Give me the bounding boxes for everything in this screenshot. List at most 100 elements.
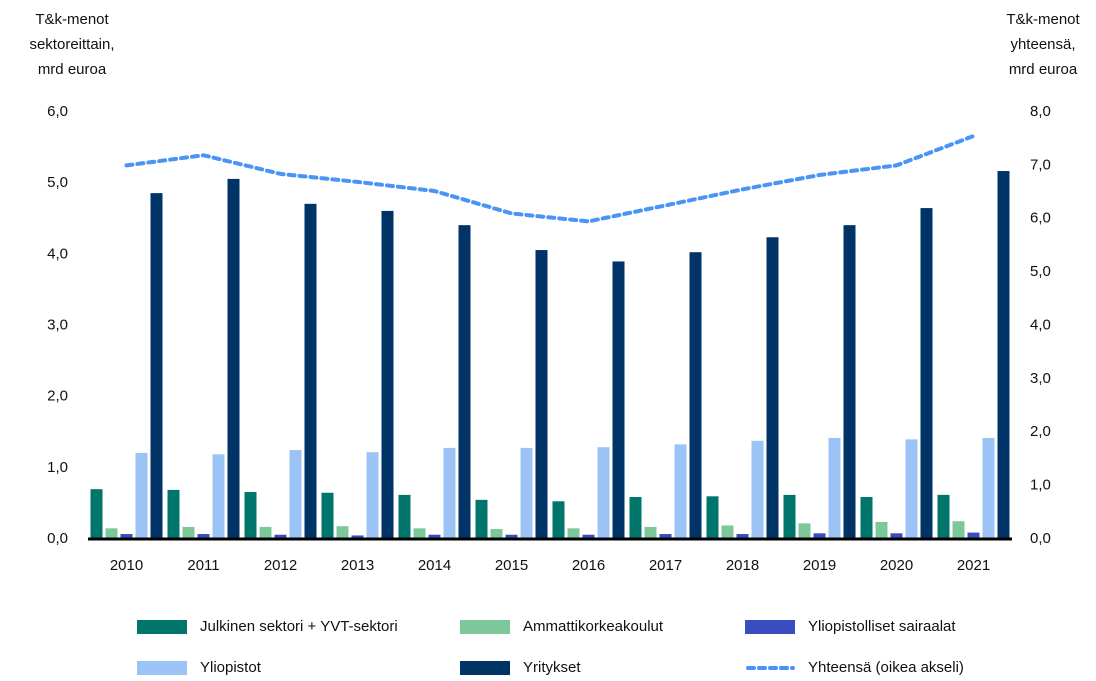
bar (259, 526, 272, 539)
bar (428, 534, 441, 539)
bar (120, 534, 133, 539)
bar (674, 444, 687, 539)
bar (321, 492, 334, 539)
bar (706, 496, 719, 539)
legend-label: Yliopistolliset sairaalat (808, 618, 956, 635)
y-tick-label: 1,0 (47, 459, 68, 476)
y2-tick-label: 7,0 (1030, 156, 1051, 173)
x-tick-label: 2020 (880, 557, 913, 574)
bar (905, 439, 918, 539)
bar (890, 533, 903, 539)
legend-swatch (460, 661, 510, 675)
bar (398, 494, 411, 539)
y2-tick-label: 0,0 (1030, 530, 1051, 547)
legend-label: Julkinen sektori + YVT-sektori (200, 618, 398, 635)
total-line (124, 134, 976, 224)
y2-tick-label: 2,0 (1030, 423, 1051, 440)
bar (366, 452, 379, 539)
bar (783, 494, 796, 539)
x-tick-label: 2011 (187, 557, 219, 574)
bar (860, 497, 873, 539)
bar (813, 533, 826, 539)
bar (736, 534, 749, 539)
bar (766, 237, 779, 539)
bar (689, 252, 702, 539)
bar (304, 203, 317, 539)
bar (520, 447, 533, 539)
bar (443, 447, 456, 539)
bar (167, 489, 180, 539)
legend-label: Yliopistot (200, 659, 262, 676)
bar (828, 437, 841, 539)
bar (274, 534, 287, 539)
legend-label: Yritykset (523, 659, 581, 676)
x-tick-label: 2017 (649, 557, 682, 574)
bar (659, 534, 672, 539)
x-tick-label: 2015 (495, 557, 528, 574)
bar (721, 525, 734, 539)
bar (150, 193, 163, 539)
bar (997, 171, 1010, 539)
y-tick-label: 4,0 (47, 245, 68, 262)
bar (552, 501, 565, 539)
y-axis-title: sektoreittain, (29, 36, 114, 53)
bar (413, 528, 426, 539)
y2-tick-label: 4,0 (1030, 316, 1051, 333)
x-tick-label: 2014 (418, 557, 451, 574)
bar (244, 492, 257, 539)
y2-tick-label: 3,0 (1030, 370, 1051, 387)
bar (612, 261, 625, 539)
bar (351, 535, 364, 539)
bar (227, 178, 240, 539)
bar (629, 497, 642, 539)
bar (535, 250, 548, 539)
y2-axis-title: mrd euroa (1009, 61, 1078, 78)
y2-tick-label: 8,0 (1030, 103, 1051, 120)
bar (381, 210, 394, 539)
bar (644, 526, 657, 539)
bar (458, 225, 471, 539)
bar (967, 532, 980, 539)
bar (982, 437, 995, 539)
bar (597, 447, 610, 539)
bar (90, 489, 103, 539)
bar (182, 526, 195, 539)
x-tick-label: 2010 (110, 557, 143, 574)
x-tick-label: 2016 (572, 557, 605, 574)
bar (937, 494, 950, 539)
y-tick-label: 5,0 (47, 174, 68, 191)
y2-axis-title: T&k-menot (1006, 11, 1080, 28)
bar (336, 526, 349, 539)
x-tick-label: 2013 (341, 557, 374, 574)
y-axis-title: T&k-menot (35, 11, 109, 28)
bar (751, 440, 764, 539)
y-tick-label: 3,0 (47, 316, 68, 333)
legend-swatch (745, 620, 795, 634)
y2-axis-title: yhteensä, (1010, 36, 1075, 53)
bar (212, 454, 225, 539)
bar (505, 534, 518, 539)
y-tick-label: 0,0 (47, 530, 68, 547)
y-axis-title: mrd euroa (38, 61, 107, 78)
bar (843, 225, 856, 539)
bar (135, 452, 148, 539)
y2-tick-label: 1,0 (1030, 477, 1051, 494)
y2-tick-label: 6,0 (1030, 210, 1051, 227)
bar (105, 528, 118, 539)
bar (875, 521, 888, 539)
x-tick-label: 2019 (803, 557, 836, 574)
bar (952, 521, 965, 539)
bar (197, 534, 210, 539)
legend-swatch (137, 620, 187, 634)
x-tick-label: 2012 (264, 557, 297, 574)
legend-swatch (137, 661, 187, 675)
legend-label: Ammattikorkeakoulut (523, 618, 664, 635)
legend-label: Yhteensä (oikea akseli) (808, 659, 964, 676)
bar (798, 523, 811, 539)
y2-tick-label: 5,0 (1030, 263, 1051, 280)
bar (289, 450, 302, 539)
y-tick-label: 6,0 (47, 103, 68, 120)
y-tick-label: 2,0 (47, 388, 68, 405)
bar (582, 534, 595, 539)
